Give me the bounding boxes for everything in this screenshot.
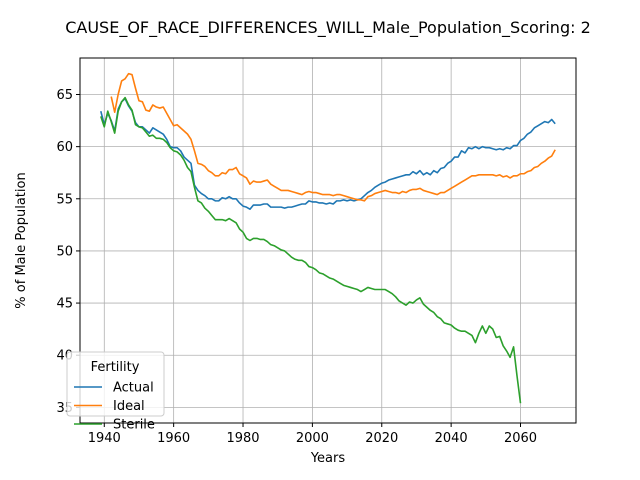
y-tick-label: 45 [56,297,73,312]
x-tick-label: 1980 [226,431,259,446]
x-tick-label: 1940 [88,431,121,446]
x-tick-label: 2040 [435,431,468,446]
y-tick-label: 60 [56,140,73,155]
x-tick-label: 2020 [365,431,398,446]
y-tick-label: 65 [56,88,73,103]
legend-label-ideal: Ideal [113,399,145,414]
x-tick-label: 2000 [296,431,329,446]
legend-title: Fertility [91,360,140,375]
legend-label-sterile: Sterile [113,418,155,433]
y-axis-label: % of Male Population [14,172,29,308]
chart-title: CAUSE_OF_RACE_DIFFERENCES_WILL_Male_Popu… [65,18,591,38]
legend-label-actual: Actual [113,381,154,396]
y-tick-label: 50 [56,244,73,259]
y-tick-label: 55 [56,192,73,207]
x-tick-label: 1960 [157,431,190,446]
x-tick-label: 2060 [504,431,537,446]
x-axis-label: Years [310,451,346,466]
